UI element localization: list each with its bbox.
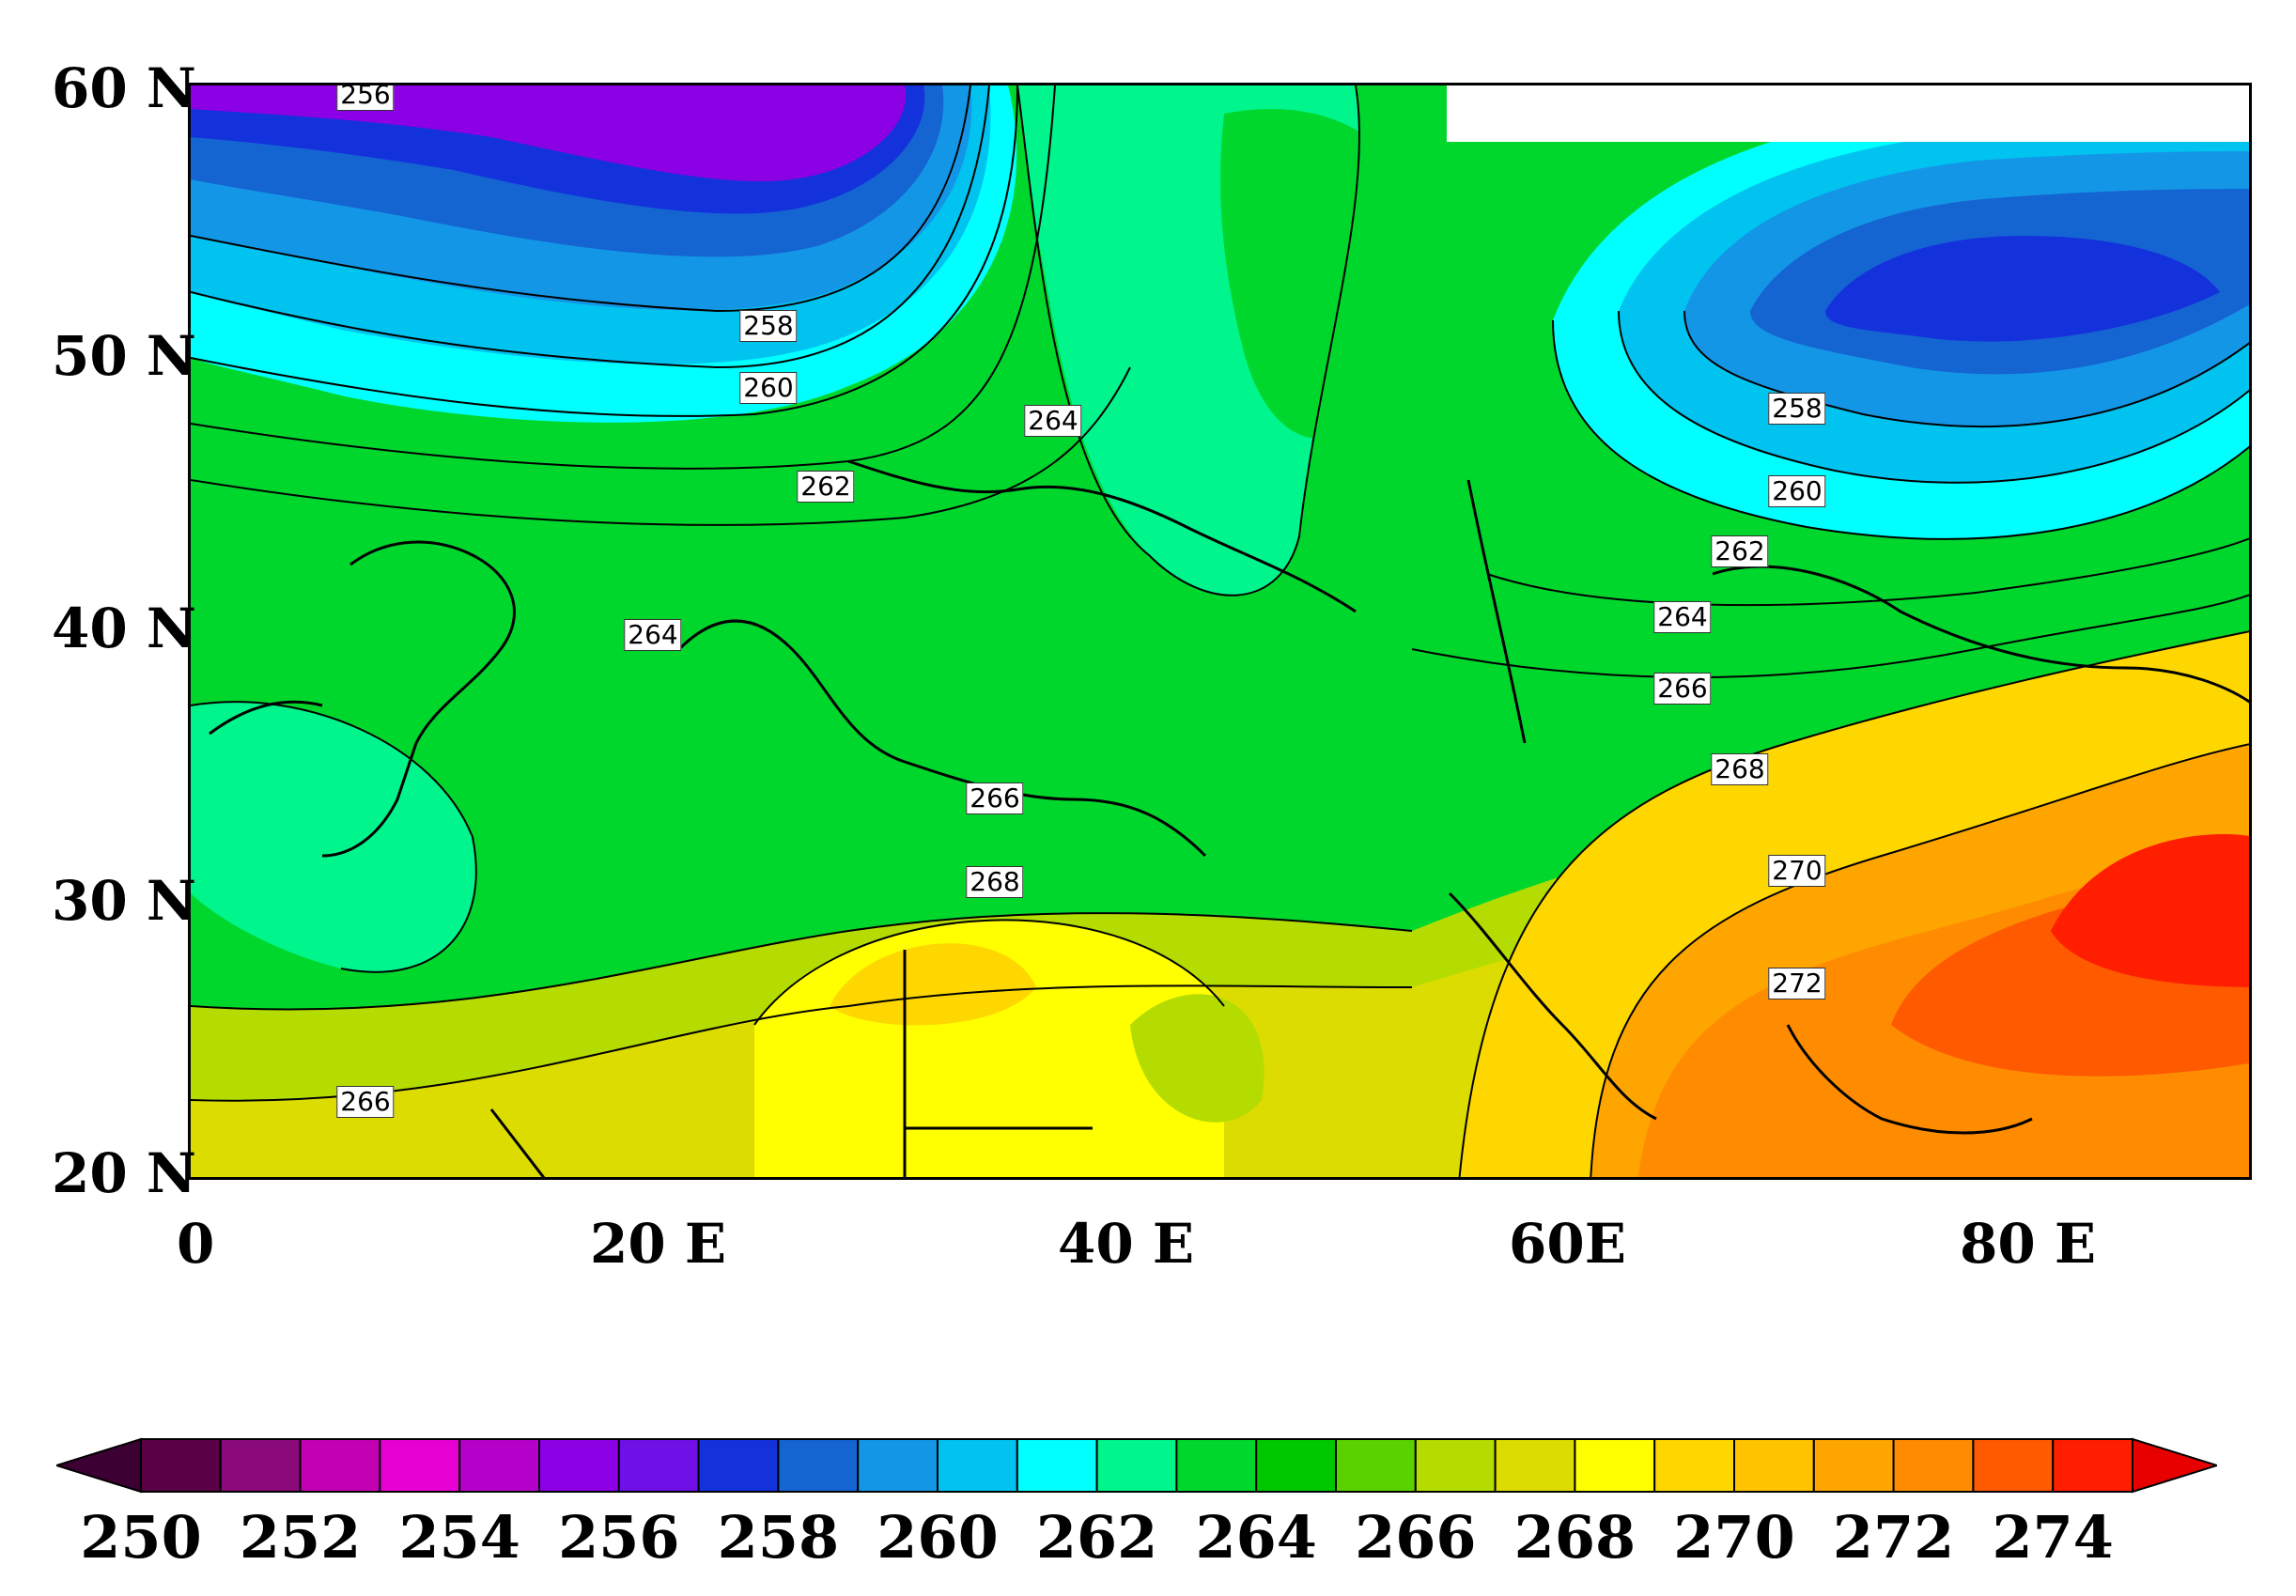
colorbar-swatch bbox=[1335, 1438, 1417, 1493]
colorbar-swatch bbox=[777, 1438, 860, 1493]
contour-label: 258 bbox=[739, 310, 798, 342]
colorbar-swatch bbox=[1414, 1438, 1497, 1493]
contour-label: 256 bbox=[336, 85, 395, 111]
colorbar-swatch bbox=[140, 1438, 222, 1493]
colorbar-strip bbox=[53, 1437, 2221, 1494]
colorbar-swatch bbox=[1095, 1438, 1178, 1493]
colorbar-tick-label: 266 bbox=[1355, 1503, 1477, 1572]
colorbar-min-arrow bbox=[53, 1437, 142, 1494]
colorbar-swatch bbox=[1255, 1438, 1337, 1493]
lat-label: 30 N bbox=[52, 869, 196, 933]
colorbar-swatch bbox=[1494, 1438, 1576, 1493]
colorbar-swatch bbox=[1574, 1438, 1656, 1493]
contour-label: 260 bbox=[739, 372, 798, 404]
contour-label: 260 bbox=[1768, 475, 1826, 507]
contour-label: 264 bbox=[1653, 601, 1712, 633]
temperature-field-map bbox=[191, 85, 2249, 1177]
lobe-caspian-inner bbox=[1220, 108, 1414, 439]
colorbar-tick-label: 272 bbox=[1832, 1503, 1955, 1572]
contour-label: 262 bbox=[797, 471, 855, 503]
contour-label: 266 bbox=[1653, 673, 1712, 705]
lat-label: 40 N bbox=[52, 597, 196, 660]
colorbar-swatch bbox=[458, 1438, 541, 1493]
colorbar-tick-label: 254 bbox=[398, 1503, 520, 1572]
band-256-asia bbox=[1825, 236, 2220, 342]
contour-label: 266 bbox=[966, 783, 1024, 814]
lon-label: 20 E bbox=[590, 1212, 727, 1276]
colorbar-tick-label: 250 bbox=[80, 1503, 202, 1572]
colorbar-swatch bbox=[857, 1438, 939, 1493]
colorbar-swatch bbox=[219, 1438, 302, 1493]
colorbar-swatch bbox=[1653, 1438, 1735, 1493]
colorbar-swatch bbox=[937, 1438, 1018, 1493]
colorbar-tick-label: 270 bbox=[1673, 1503, 1795, 1572]
colorbar-swatch bbox=[1812, 1438, 1895, 1493]
lon-label: 60E bbox=[1509, 1212, 1626, 1276]
contour-label: 264 bbox=[624, 619, 682, 651]
colorbar-tick-label: 274 bbox=[1992, 1503, 2114, 1572]
colorbar-tick-label: 252 bbox=[239, 1503, 362, 1572]
contour-label: 258 bbox=[1768, 393, 1826, 425]
white-overlay-box bbox=[1447, 85, 2249, 142]
contour-label: 272 bbox=[1768, 968, 1826, 999]
colorbar-swatch bbox=[617, 1438, 700, 1493]
colorbar-tick-label: 262 bbox=[1035, 1503, 1158, 1572]
coastlines bbox=[209, 459, 2249, 1177]
map-panel: 256 258 260 264 262 264 258 260 262 264 … bbox=[188, 83, 2252, 1180]
band-arabia-cool bbox=[1130, 994, 1264, 1123]
colorbar-swatch bbox=[299, 1438, 381, 1493]
contour-label: 268 bbox=[966, 866, 1024, 898]
colorbar-swatch bbox=[1892, 1438, 1975, 1493]
colorbar-swatch bbox=[2052, 1438, 2133, 1493]
band-max-asia bbox=[2051, 833, 2249, 987]
colorbar-tick-label: 258 bbox=[717, 1503, 840, 1572]
contour-label: 262 bbox=[1711, 535, 1769, 567]
contour-lines bbox=[191, 85, 2249, 1177]
colorbar-swatch bbox=[1972, 1438, 2055, 1493]
colorbar-swatch bbox=[697, 1438, 780, 1493]
lon-label: 40 E bbox=[1058, 1212, 1195, 1276]
contour-label: 266 bbox=[336, 1086, 395, 1118]
lat-label: 20 N bbox=[52, 1141, 196, 1205]
colorbar-swatch bbox=[538, 1438, 620, 1493]
colorbar-tick-label: 260 bbox=[877, 1503, 999, 1572]
contour-label: 270 bbox=[1768, 855, 1826, 887]
lat-label: 50 N bbox=[52, 324, 196, 388]
colorbar-swatch bbox=[379, 1438, 461, 1493]
colorbar-tick-label: 256 bbox=[558, 1503, 680, 1572]
colorbar-swatch bbox=[1016, 1438, 1098, 1493]
contour-label: 268 bbox=[1711, 753, 1769, 785]
lat-label: 60 N bbox=[52, 56, 196, 120]
colorbar-swatch bbox=[1733, 1438, 1815, 1493]
colorbar-swatch bbox=[1175, 1438, 1258, 1493]
contour-label: 264 bbox=[1024, 405, 1082, 437]
colorbar-legend bbox=[53, 1437, 2221, 1497]
lon-label: 80 E bbox=[1960, 1212, 2097, 1276]
colorbar-tick-label: 264 bbox=[1195, 1503, 1317, 1572]
colorbar-max-arrow bbox=[2132, 1437, 2221, 1494]
colorbar-tick-label: 268 bbox=[1513, 1503, 1637, 1572]
band-271-africa bbox=[830, 943, 1036, 1026]
lon-label: 0 bbox=[177, 1212, 215, 1276]
lobe-iberia bbox=[191, 702, 476, 972]
